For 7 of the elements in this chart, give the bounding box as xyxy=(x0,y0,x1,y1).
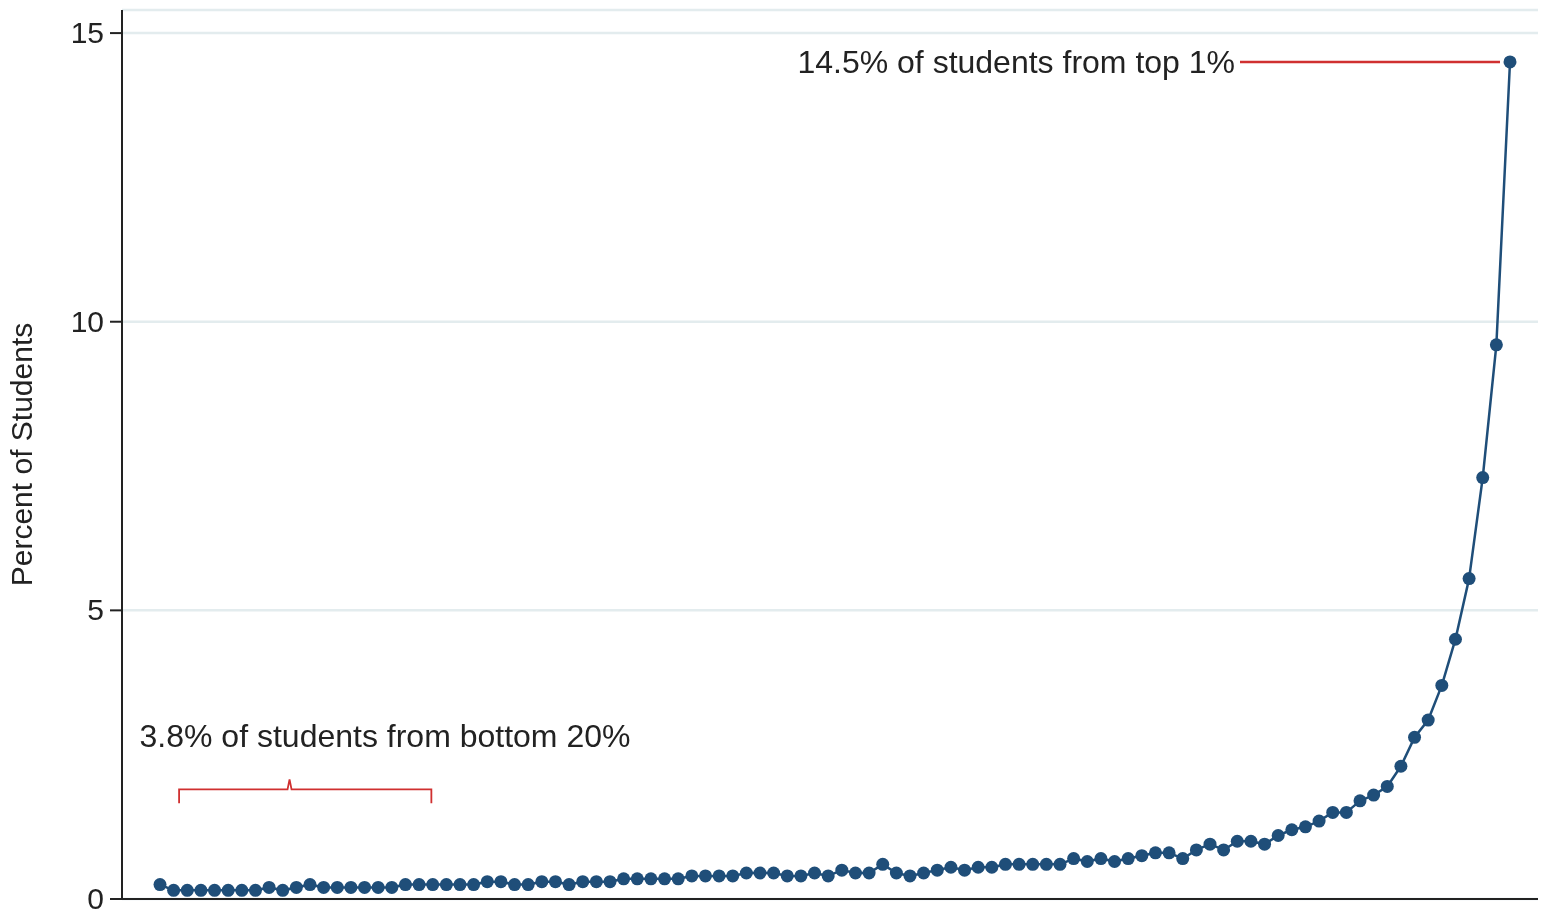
y-tick-label: 0 xyxy=(87,882,104,915)
annotation: 14.5% of students from top 1% xyxy=(797,43,1235,80)
y-tick-label: 10 xyxy=(70,304,104,338)
y-tick-label: 15 xyxy=(70,16,104,50)
annotation: 3.8% of students from bottom 20% xyxy=(139,718,631,755)
y-axis-title: Percent of Students xyxy=(4,322,38,587)
y-tick-label: 5 xyxy=(87,593,104,627)
